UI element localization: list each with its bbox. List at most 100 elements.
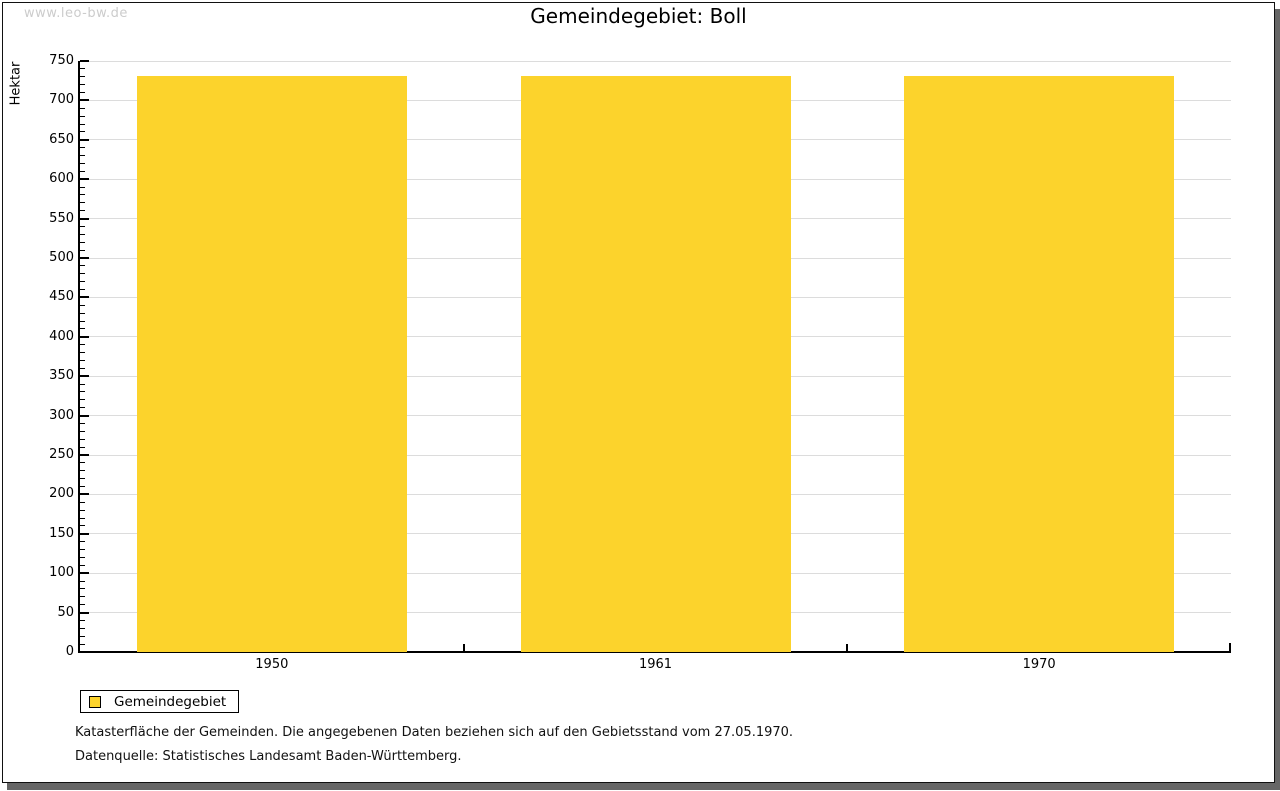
- x-axis-line: [78, 651, 1231, 653]
- y-tick-label: 400: [49, 328, 74, 344]
- legend-label: Gemeindegebiet: [114, 693, 227, 710]
- y-minor-tick: [80, 249, 85, 251]
- y-major-tick: [80, 296, 89, 299]
- y-minor-tick: [80, 162, 85, 164]
- y-tick-label: 150: [49, 525, 74, 541]
- y-minor-tick: [80, 541, 85, 543]
- y-minor-tick: [80, 68, 85, 70]
- y-major-tick: [80, 375, 89, 378]
- gridline: [80, 60, 1231, 62]
- x-category-label: 1950: [255, 657, 289, 672]
- footnote-data-source: Datenquelle: Statistisches Landesamt Bad…: [75, 749, 462, 764]
- y-minor-tick: [80, 509, 85, 511]
- y-major-tick: [80, 99, 89, 102]
- y-minor-tick: [80, 525, 85, 527]
- y-major-tick: [80, 60, 89, 62]
- y-minor-tick: [80, 225, 85, 227]
- y-minor-tick: [80, 619, 85, 621]
- y-minor-tick: [80, 186, 85, 188]
- x-boundary-tick: [462, 644, 465, 652]
- y-minor-tick: [80, 92, 85, 94]
- y-tick-label: 50: [57, 604, 74, 620]
- y-minor-tick: [80, 84, 85, 86]
- y-minor-tick: [80, 155, 85, 157]
- y-major-tick: [80, 217, 89, 220]
- y-minor-tick: [80, 367, 85, 369]
- y-major-tick: [80, 138, 89, 141]
- y-minor-tick: [80, 470, 85, 472]
- y-tick-label: 750: [49, 53, 74, 68]
- y-minor-tick: [80, 131, 85, 133]
- y-minor-tick: [80, 462, 85, 464]
- x-end-tick: [1229, 643, 1231, 652]
- y-minor-tick: [80, 430, 85, 432]
- y-minor-tick: [80, 115, 85, 117]
- y-minor-tick: [80, 501, 85, 503]
- y-minor-tick: [80, 147, 85, 149]
- y-tick-label: 650: [49, 131, 74, 147]
- y-minor-tick: [80, 627, 85, 629]
- y-minor-tick: [80, 304, 85, 306]
- bar-1950: [136, 75, 407, 652]
- y-major-tick: [80, 493, 89, 496]
- legend-swatch: [89, 695, 101, 708]
- y-minor-tick: [80, 281, 85, 283]
- y-tick-label: 500: [49, 250, 74, 265]
- y-major-tick: [80, 572, 89, 575]
- y-minor-tick: [80, 446, 85, 448]
- y-minor-tick: [80, 107, 85, 109]
- y-minor-tick: [80, 344, 85, 346]
- y-minor-tick: [80, 478, 85, 480]
- y-major-tick: [80, 651, 89, 653]
- y-tick-label: 300: [49, 407, 74, 423]
- y-minor-tick: [80, 422, 85, 424]
- y-major-tick: [80, 414, 89, 417]
- y-minor-tick: [80, 596, 85, 598]
- y-minor-tick: [80, 407, 85, 409]
- y-minor-tick: [80, 438, 85, 440]
- y-tick-label: 100: [49, 565, 74, 581]
- footnote-source-description: Katasterfläche der Gemeinden. Die angege…: [75, 725, 794, 740]
- y-minor-tick: [80, 76, 85, 78]
- y-minor-tick: [80, 580, 85, 582]
- chart-title: Gemeindegebiet: Boll: [530, 4, 747, 28]
- y-minor-tick: [80, 564, 85, 566]
- y-tick-label: 250: [49, 447, 74, 462]
- y-tick-label: 700: [49, 92, 74, 108]
- y-minor-tick: [80, 233, 85, 235]
- y-minor-tick: [80, 194, 85, 196]
- y-minor-tick: [80, 643, 85, 645]
- y-minor-tick: [80, 391, 85, 393]
- y-major-tick: [80, 257, 89, 259]
- y-minor-tick: [80, 123, 85, 125]
- y-minor-tick: [80, 549, 85, 551]
- x-category-label: 1970: [1022, 657, 1056, 672]
- y-minor-tick: [80, 359, 85, 361]
- bar-1970: [904, 75, 1175, 652]
- y-minor-tick: [80, 328, 85, 330]
- y-minor-tick: [80, 352, 85, 354]
- y-major-tick: [80, 532, 89, 535]
- y-minor-tick: [80, 486, 85, 488]
- y-minor-tick: [80, 273, 85, 275]
- y-minor-tick: [80, 241, 85, 243]
- y-minor-tick: [80, 517, 85, 519]
- y-tick-label: 550: [49, 210, 74, 226]
- y-minor-tick: [80, 383, 85, 385]
- y-major-tick: [80, 454, 89, 456]
- y-minor-tick: [80, 202, 85, 204]
- y-tick-label: 350: [49, 368, 74, 384]
- y-major-tick: [80, 178, 89, 181]
- x-category-label: 1961: [638, 657, 673, 672]
- y-minor-tick: [80, 170, 85, 172]
- y-minor-tick: [80, 289, 85, 291]
- y-minor-tick: [80, 210, 85, 212]
- watermark: www.leo-bw.de: [24, 6, 128, 21]
- legend: Gemeindegebiet: [80, 690, 240, 713]
- y-tick-label: 200: [49, 486, 74, 502]
- y-minor-tick: [80, 604, 85, 606]
- y-minor-tick: [80, 556, 85, 558]
- y-tick-label: 600: [49, 171, 74, 187]
- y-major-tick: [80, 611, 89, 614]
- y-axis-line: [78, 61, 80, 653]
